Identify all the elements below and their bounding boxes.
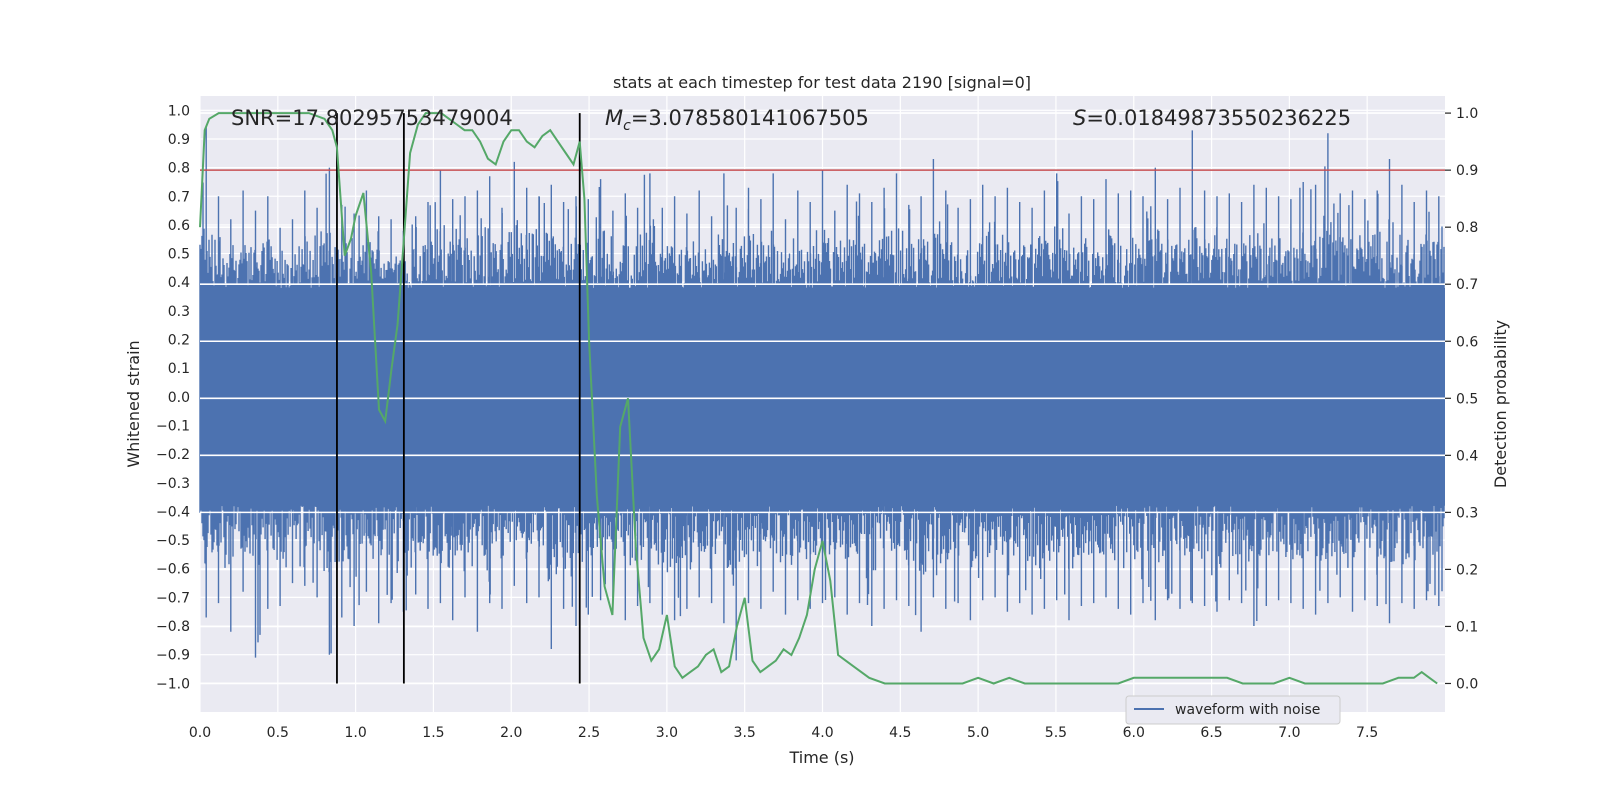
y2-tick-label: 0.6 — [1456, 334, 1478, 350]
x-tick-label: 7.5 — [1356, 725, 1378, 741]
y2-tick-label: 0.8 — [1456, 220, 1478, 236]
probability-series — [199, 112, 1438, 685]
x-tick-label: 2.0 — [500, 725, 522, 741]
y2-tick-label: 0.5 — [1456, 391, 1478, 407]
chirp-mass-annotation: Mc=3.078580141067505 — [605, 106, 869, 134]
y2-tick-label: 0.3 — [1456, 505, 1478, 521]
y-tick-label: −0.6 — [156, 562, 190, 578]
s-annotation: S=0.01849873550236225 — [1073, 106, 1351, 130]
y-tick-label: −0.4 — [156, 504, 190, 520]
snr-annotation: SNR=17.80295753479004 — [231, 106, 513, 130]
y2-axis-label: Detection probability — [1491, 320, 1510, 488]
y-tick-label: 0.9 — [168, 132, 190, 148]
y-tick-label: −1.0 — [156, 676, 190, 692]
y-tick-label: 0.3 — [168, 304, 190, 320]
y2-tick-label: 0.4 — [1456, 448, 1478, 464]
y-tick-label: 0.5 — [168, 247, 190, 263]
x-tick-label: 3.5 — [734, 725, 756, 741]
vertical-markers — [336, 113, 581, 684]
y2-axis-ticks: 1.0 0.9 0.8 0.7 0.6 0.5 0.4 0.3 0.2 0.1 0.0 — [1445, 106, 1478, 692]
y-axis-label: Whitened strain — [124, 340, 143, 467]
y-tick-label: −0.1 — [156, 418, 190, 434]
y-tick-label: −0.2 — [156, 447, 190, 463]
y-tick-label: 0.1 — [168, 361, 190, 377]
x-tick-label: 0.0 — [189, 725, 211, 741]
y-tick-label: −0.3 — [156, 476, 190, 492]
chart-title: stats at each timestep for test data 219… — [613, 73, 1031, 92]
y-tick-label: −0.8 — [156, 619, 190, 635]
legend: waveform with noise — [1125, 695, 1341, 725]
legend-label: waveform with noise — [1175, 702, 1320, 718]
x-tick-label: 3.0 — [656, 725, 678, 741]
chirp-mass-value: =3.078580141067505 — [631, 106, 869, 130]
y-tick-label: 0.0 — [168, 390, 190, 406]
probability-line — [199, 112, 1438, 685]
y-tick-label: 1.0 — [168, 103, 190, 119]
x-tick-label: 2.5 — [578, 725, 600, 741]
y-tick-label: −0.7 — [156, 590, 190, 606]
x-tick-label: 6.5 — [1200, 725, 1222, 741]
y-tick-label: 0.4 — [168, 275, 190, 291]
x-tick-label: 0.5 — [267, 725, 289, 741]
y-tick-label: 0.2 — [168, 333, 190, 349]
x-tick-label: 7.0 — [1278, 725, 1300, 741]
y2-tick-label: 1.0 — [1456, 106, 1478, 122]
y2-tick-label: 0.9 — [1456, 163, 1478, 179]
chirp-mass-subscript: c — [623, 118, 631, 134]
waveform-series — [199, 127, 1445, 661]
y-tick-label: −0.5 — [156, 533, 190, 549]
waveform-core — [200, 287, 1445, 506]
x-axis-ticks: 0.0 0.5 1.0 1.5 2.0 2.5 3.0 3.5 4.0 4.5 5.0 5.5 6.0 6… — [189, 725, 1378, 741]
x-tick-label: 6.0 — [1123, 725, 1145, 741]
y2-tick-label: 0.2 — [1456, 562, 1478, 578]
x-tick-label: 1.5 — [422, 725, 444, 741]
y2-tick-label: 0.0 — [1456, 676, 1478, 692]
y-tick-label: −0.9 — [156, 648, 190, 664]
chirp-mass-symbol: M — [605, 106, 623, 130]
x-tick-label: 5.0 — [967, 725, 989, 741]
x-tick-label: 4.5 — [889, 725, 911, 741]
y-tick-label: 0.8 — [168, 161, 190, 177]
y2-tick-label: 0.7 — [1456, 277, 1478, 293]
s-symbol: S — [1073, 106, 1086, 130]
x-tick-label: 5.5 — [1045, 725, 1067, 741]
y-tick-label: 0.7 — [168, 189, 190, 205]
y2-tick-label: 0.1 — [1456, 619, 1478, 635]
legend-box — [1125, 695, 1341, 725]
y-tick-label: 0.6 — [168, 218, 190, 234]
x-axis-label: Time (s) — [788, 748, 854, 767]
y-axis-ticks: 1.0 0.9 0.8 0.7 0.6 0.5 0.4 0.3 0.2 0.1 0.0 −0.1 −0.… — [156, 103, 190, 692]
s-value: =0.01849873550236225 — [1086, 106, 1351, 130]
x-tick-label: 4.0 — [811, 725, 833, 741]
x-tick-label: 1.0 — [344, 725, 366, 741]
